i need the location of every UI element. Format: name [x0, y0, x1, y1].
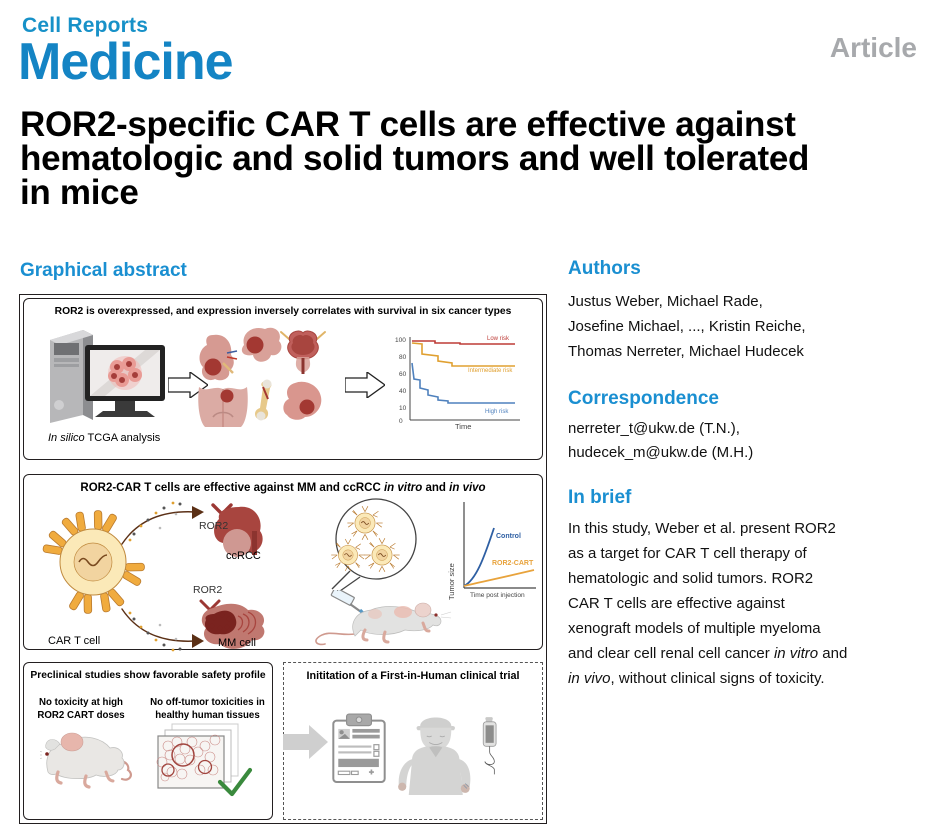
svg-text:Intermediate risk: Intermediate risk: [468, 368, 513, 374]
svg-text:Low risk: Low risk: [487, 336, 510, 342]
svg-text:80: 80: [399, 354, 407, 361]
svg-text:Time: Time: [455, 422, 471, 430]
svg-text:Tumor size: Tumor size: [448, 563, 456, 600]
svg-text:0: 0: [399, 418, 403, 425]
svg-text:10: 10: [399, 405, 407, 412]
svg-text:Survival: Survival: [390, 396, 392, 421]
svg-text:100: 100: [395, 337, 406, 344]
svg-text:High risk: High risk: [485, 409, 509, 415]
svg-text:60: 60: [399, 371, 407, 378]
svg-text:Control: Control: [496, 533, 521, 540]
svg-text:Time post injection: Time post injection: [470, 592, 525, 599]
svg-text:ROR2-CART: ROR2-CART: [492, 560, 534, 567]
svg-text:40: 40: [399, 388, 407, 395]
